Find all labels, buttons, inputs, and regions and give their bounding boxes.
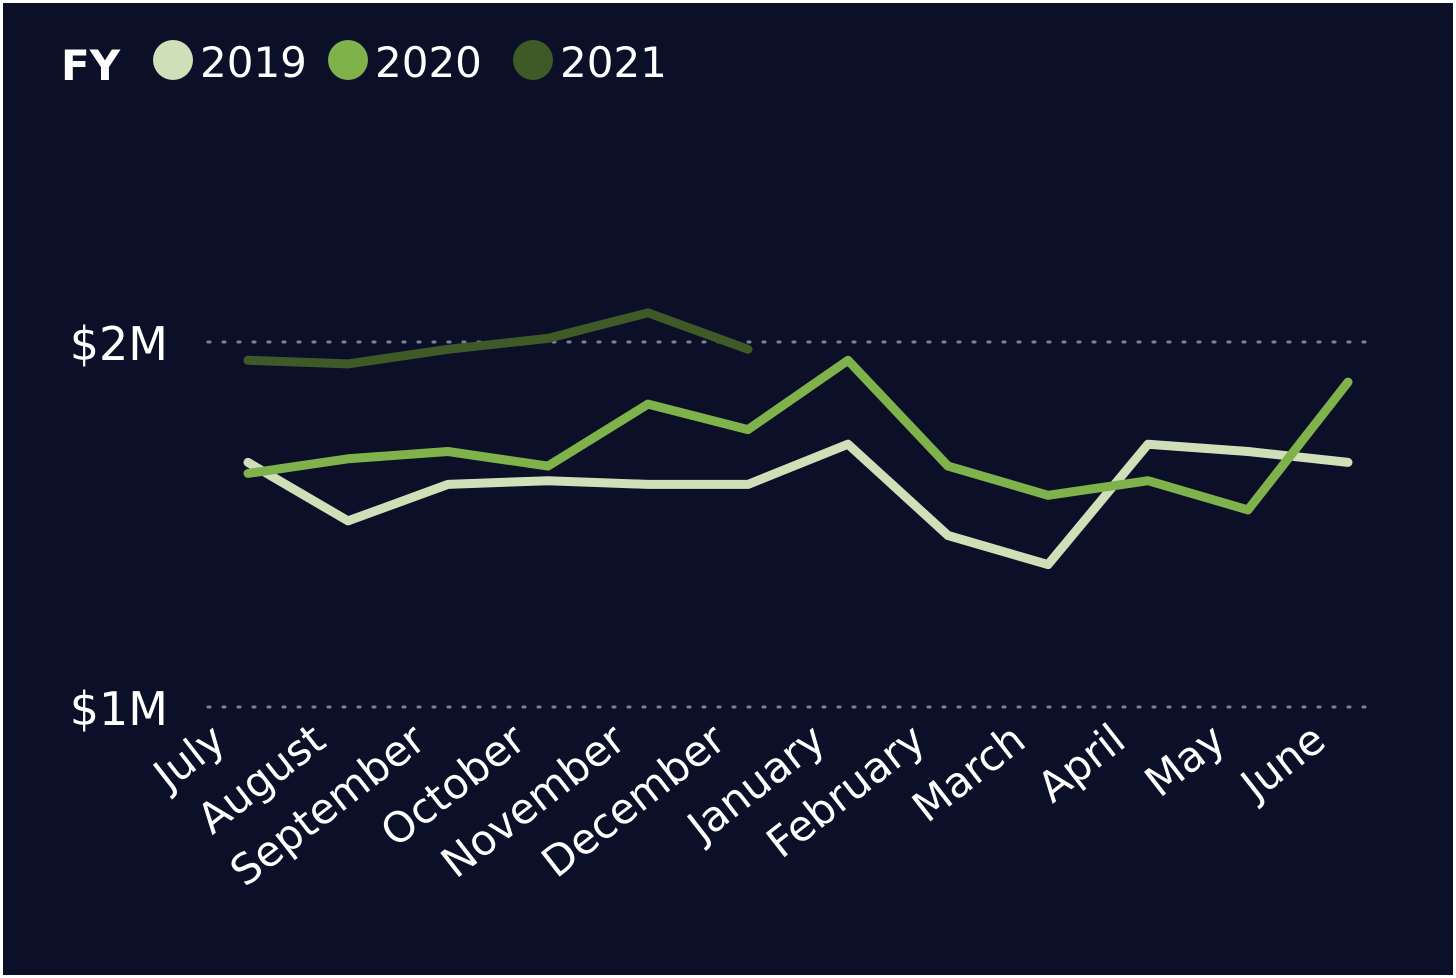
- legend-item-2021[interactable]: 2021: [513, 38, 667, 87]
- series-layer: [243, 308, 1353, 570]
- legend-item-2019[interactable]: 2019: [153, 38, 307, 87]
- series-line-2020[interactable]: [243, 355, 1353, 515]
- x-axis: JulyAugustSeptemberOctoberNovemberDecemb…: [142, 714, 1334, 896]
- legend-label: 2021: [560, 38, 667, 87]
- y-tick-label: $1M: [70, 682, 168, 736]
- series-line-2021[interactable]: [243, 308, 753, 369]
- legend-item-2020[interactable]: 2020: [328, 38, 482, 87]
- legend-label: 2020: [375, 38, 482, 87]
- x-tick-label: May: [1136, 714, 1235, 806]
- y-tick-label: $2M: [70, 317, 168, 371]
- chart-panel: FY 2019 2020 2021 $1M $2M July August Septemb…: [3, 3, 1453, 975]
- legend-label: 2019: [200, 38, 307, 87]
- x-tick-label: March: [903, 714, 1034, 831]
- x-tick-label: June: [1230, 714, 1335, 811]
- legend: FY 2019 2020 2021: [61, 38, 667, 90]
- series-line-2019[interactable]: [243, 439, 1353, 570]
- legend-marker: [513, 40, 553, 80]
- legend-title: FY: [61, 41, 121, 90]
- line-chart: FY 2019 2020 2021 $1M $2M JulyAugustSeptemb…: [61, 38, 1375, 896]
- legend-marker: [153, 40, 193, 80]
- legend-marker: [328, 40, 368, 80]
- y-axis: $1M $2M: [70, 317, 168, 736]
- gridlines: [206, 340, 1375, 709]
- x-tick-label: April: [1028, 714, 1134, 812]
